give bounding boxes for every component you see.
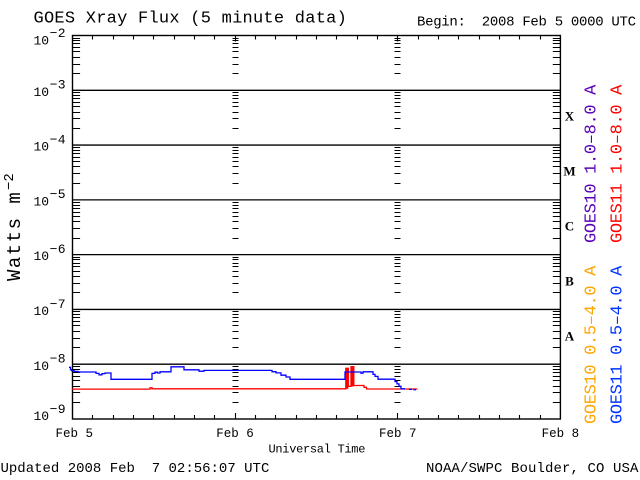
- svg-text:B: B: [565, 273, 574, 288]
- svg-text:−6: −6: [50, 242, 66, 257]
- svg-text:GOES11 0.5–4.0 A: GOES11 0.5–4.0 A: [608, 265, 627, 424]
- svg-text:10: 10: [34, 33, 50, 48]
- svg-text:Feb 6: Feb 6: [216, 427, 254, 441]
- svg-text:−9: −9: [50, 402, 66, 417]
- svg-text:C: C: [565, 218, 574, 233]
- svg-text:10: 10: [34, 140, 50, 155]
- svg-text:X: X: [565, 108, 575, 123]
- svg-text:GOES10 0.5–4.0 A: GOES10 0.5–4.0 A: [582, 265, 601, 424]
- svg-text:10: 10: [34, 359, 50, 374]
- svg-text:Begin: 2008 Feb 5 0000 UTC: Begin: 2008 Feb 5 0000 UTC: [417, 15, 636, 31]
- svg-text:−5: −5: [50, 187, 66, 202]
- svg-text:10: 10: [34, 409, 50, 424]
- svg-text:10: 10: [34, 249, 50, 264]
- svg-text:Watts m: Watts m: [4, 191, 26, 281]
- svg-text:A: A: [565, 328, 575, 343]
- svg-text:−8: −8: [50, 352, 66, 367]
- svg-text:Universal Time: Universal Time: [268, 442, 365, 456]
- svg-text:−4: −4: [50, 132, 66, 147]
- svg-text:−3: −3: [50, 78, 66, 93]
- svg-text:NOAA/SWPC Boulder, CO USA: NOAA/SWPC Boulder, CO USA: [426, 461, 639, 477]
- svg-text:10: 10: [34, 304, 50, 319]
- svg-text:Feb 7: Feb 7: [379, 427, 417, 441]
- svg-text:M: M: [563, 163, 575, 178]
- svg-text:−2: −2: [50, 26, 66, 41]
- svg-text:10: 10: [34, 85, 50, 100]
- svg-text:−2: −2: [2, 173, 18, 190]
- svg-text:GOES10 1.0–8.0 A: GOES10 1.0–8.0 A: [582, 84, 601, 243]
- svg-text:10: 10: [34, 194, 50, 209]
- svg-text:Feb 5: Feb 5: [55, 427, 93, 441]
- svg-text:GOES11 1.0–8.0 A: GOES11 1.0–8.0 A: [608, 84, 627, 243]
- svg-text:Feb 8: Feb 8: [542, 427, 580, 441]
- svg-text:Updated 2008 Feb 7 02:56:07 U: Updated 2008 Feb 7 02:56:07 UTC: [1, 461, 270, 477]
- svg-text:−7: −7: [50, 297, 66, 312]
- svg-text:GOES Xray Flux (5 minute data): GOES Xray Flux (5 minute data): [34, 9, 348, 28]
